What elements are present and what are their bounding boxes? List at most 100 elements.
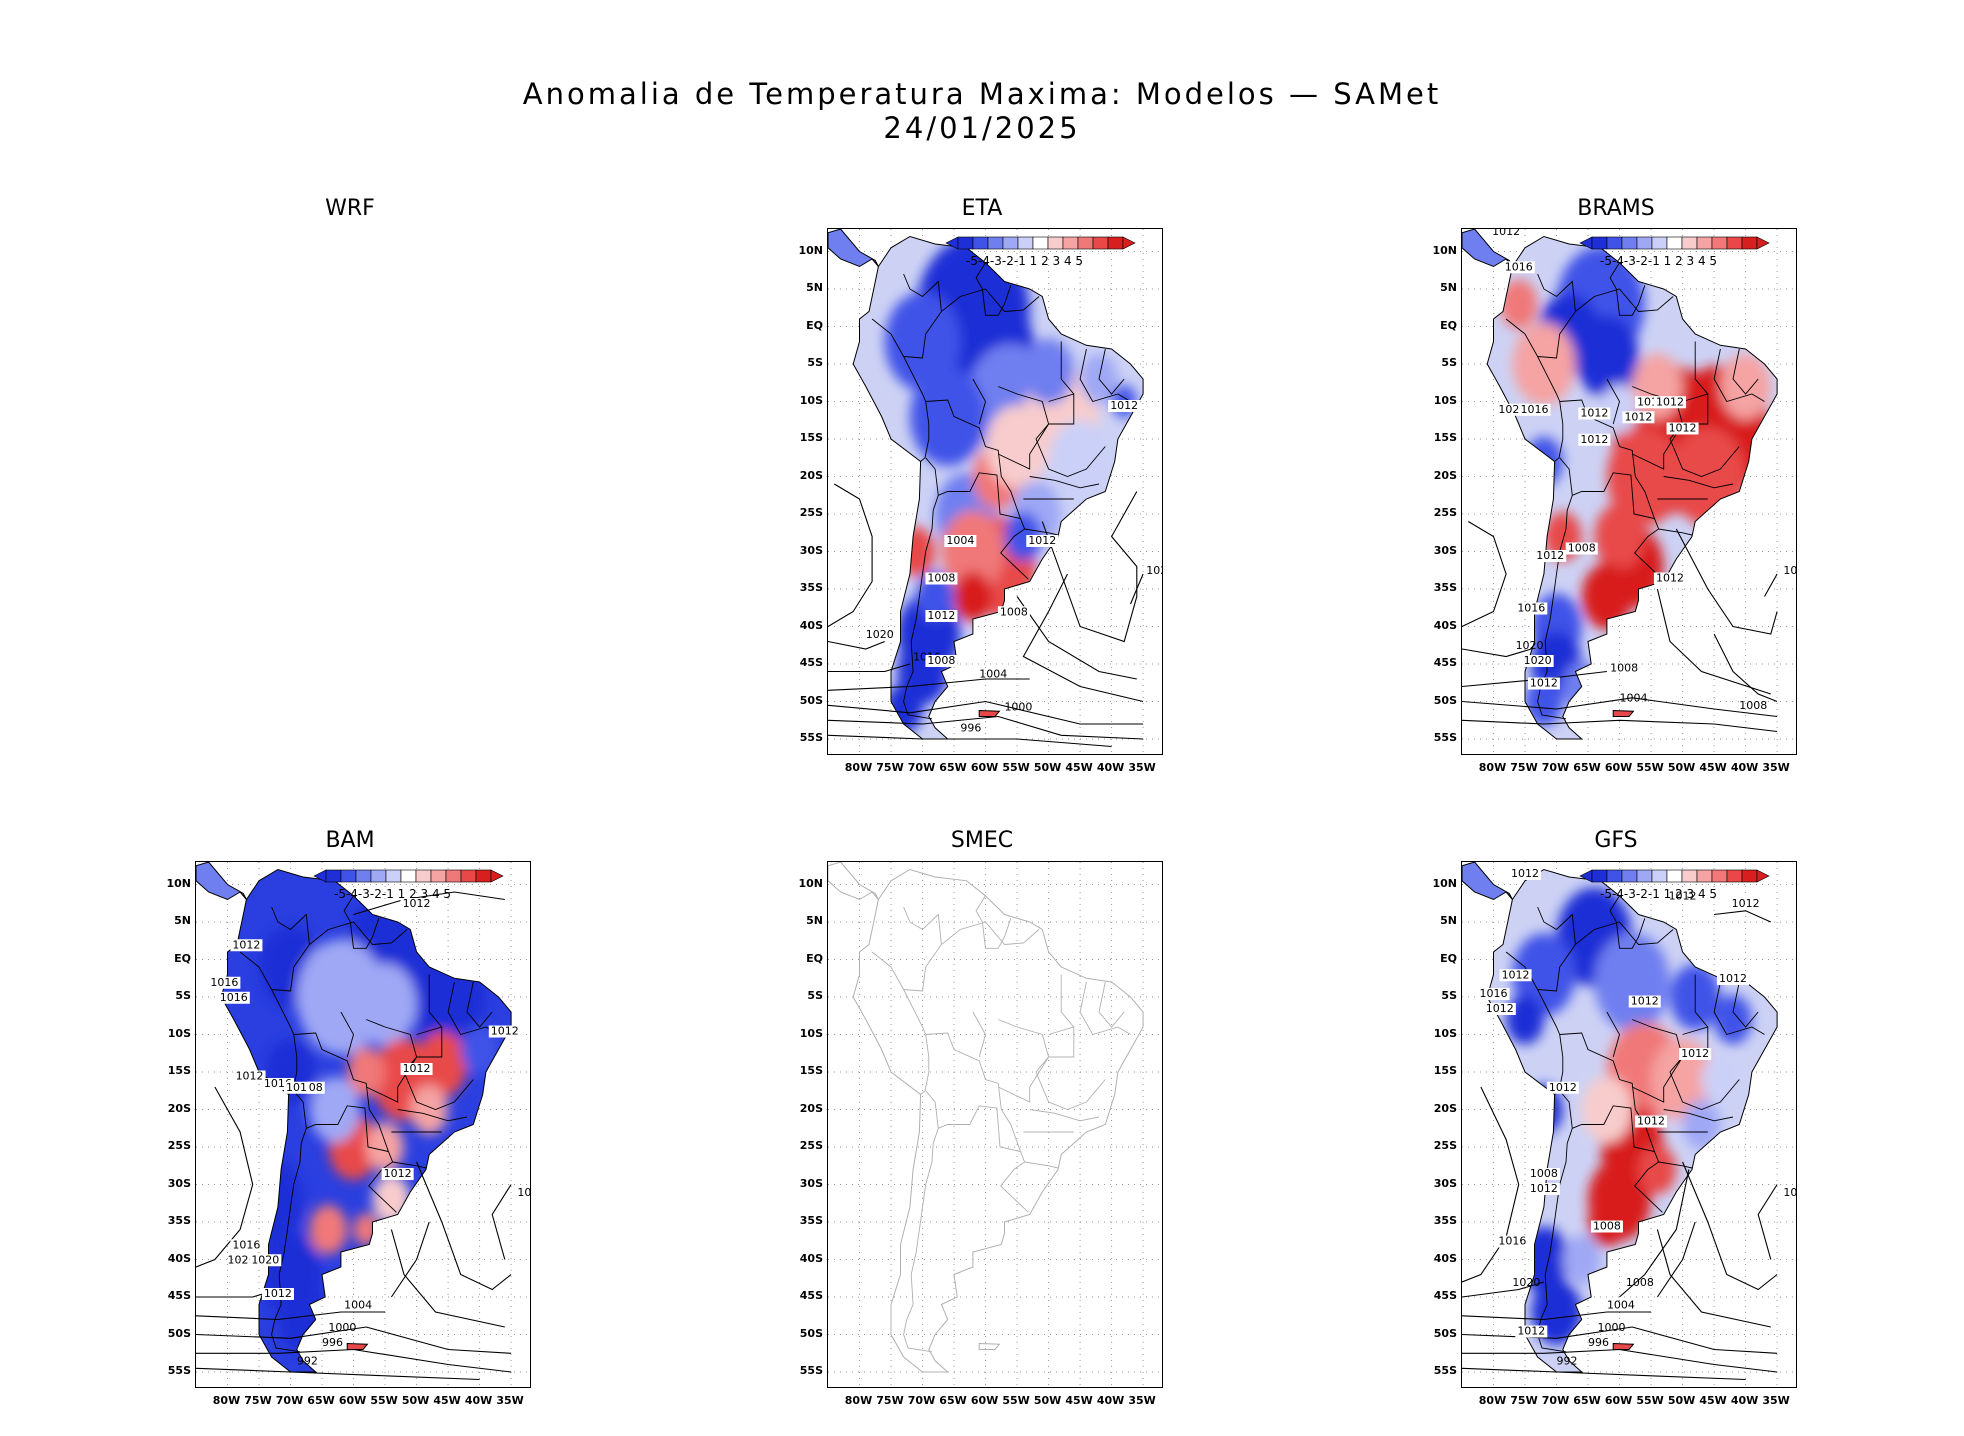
isobar-line	[828, 640, 885, 650]
isobar-label: 1012	[491, 1025, 519, 1038]
isobar-label: 1020	[1783, 1186, 1796, 1199]
isobar-line	[1462, 1281, 1545, 1298]
anomaly-patch	[353, 963, 417, 1046]
colorbar-labels: -5-4-3-2-1 1 2 3 4 5	[334, 887, 451, 901]
colorbar-swatch	[1047, 236, 1064, 250]
political-border	[938, 472, 1021, 519]
political-border	[1035, 1026, 1106, 1110]
isobar-line	[1757, 1184, 1778, 1260]
lat-tick-label: 10S	[167, 1026, 191, 1040]
lat-tick-label: 40S	[1433, 618, 1457, 632]
isobar-label: 1004	[1620, 692, 1648, 705]
isobar-label: 1012	[236, 1070, 264, 1083]
political-border	[903, 288, 1040, 359]
anomaly-patch	[1575, 315, 1639, 398]
colorbar-swatch	[1636, 236, 1653, 250]
colorbar-swatch	[1092, 236, 1109, 250]
isobar-label: 1012	[1110, 399, 1138, 412]
coastline	[196, 862, 247, 901]
isobar-label: 1016	[210, 976, 238, 989]
lon-tick-label: 70W	[907, 1394, 936, 1407]
isobar-line	[353, 891, 505, 916]
lon-tick-label: 70W	[275, 1394, 304, 1407]
colorbar-swatch	[1711, 869, 1728, 883]
lat-tick-label: EQ	[806, 951, 823, 965]
lat-tick-label: 25S	[1433, 1139, 1457, 1152]
panel-title-wrf: WRF	[325, 196, 375, 221]
isobar-line	[196, 1367, 480, 1381]
lat-tick-label: 5N	[1440, 281, 1457, 294]
anomaly-patch	[1048, 420, 1112, 503]
isobar-label: 102	[1146, 564, 1162, 577]
lat-tick-label: 30S	[167, 1176, 191, 1190]
isobar-line	[1714, 910, 1772, 923]
isobar-line	[491, 1184, 512, 1260]
isobar-label: 1012	[1732, 897, 1760, 910]
isobar-label: 996	[960, 722, 981, 735]
lat-tick-label: 5N	[174, 914, 191, 927]
political-border	[340, 1011, 354, 1058]
anomaly-patch	[265, 1039, 316, 1105]
isobar-line	[1462, 1348, 1778, 1373]
colorbar-swatch	[385, 869, 402, 883]
political-border	[1537, 906, 1576, 945]
lat-tick-label: 50S	[799, 693, 823, 707]
lon-tick-label: 60W	[1604, 1394, 1633, 1407]
colorbar-swatch	[430, 869, 447, 883]
isobar-label: 1016	[220, 991, 248, 1004]
lat-tick-label: 35S	[799, 1214, 823, 1227]
colorbar-swatch	[475, 869, 492, 883]
isobar-label: 1004	[979, 668, 1007, 681]
coastline	[1486, 868, 1778, 1373]
political-border	[1658, 528, 1693, 536]
isobar-line	[828, 700, 1144, 725]
lon-tick-label: 40W	[1096, 1394, 1125, 1407]
isobar-label: 1012	[1669, 422, 1697, 435]
lon-tick-label: 60W	[1604, 761, 1633, 774]
isobar-label: 1012	[1492, 229, 1520, 238]
lon-tick-label: 60W	[338, 1394, 367, 1407]
anomaly-patch	[884, 684, 923, 734]
lon-tick-label: 75W	[1510, 761, 1538, 774]
lon-tick-label: 75W	[876, 761, 904, 774]
lat-tick-label: 40S	[799, 1251, 823, 1265]
political-border	[1732, 348, 1759, 395]
lat-tick-label: 50S	[1433, 693, 1457, 707]
anomaly-patch	[366, 1122, 404, 1172]
colorbar-swatch	[1591, 869, 1608, 883]
coastline	[1462, 862, 1513, 901]
anomaly-patch	[416, 1031, 467, 1098]
political-border	[871, 951, 930, 1095]
lat-tick-label: 5S	[807, 989, 823, 1002]
isobar-line	[390, 1221, 430, 1298]
isobar-line	[1462, 697, 1778, 718]
map-canvas-gfs: 1020 1004 1000 996 992 1020 1008 1012 1012 1012 10…	[1462, 862, 1796, 1387]
coastline	[978, 1342, 1001, 1350]
lat-tick-label: 5S	[1441, 989, 1457, 1002]
lon-tick-label: 80W	[1478, 1394, 1507, 1407]
lon-tick-label: 50W	[1033, 761, 1062, 774]
colorbar-swatch	[1651, 236, 1668, 250]
lat-tick-label: 35S	[799, 581, 823, 594]
lon-tick-label: 55W	[370, 1394, 398, 1407]
political-border	[1658, 1161, 1693, 1169]
isobar-line	[1713, 633, 1778, 703]
anomaly-patch	[1714, 994, 1752, 1045]
isobar-label: 1012	[1656, 395, 1684, 408]
political-border	[1060, 974, 1075, 1028]
lat-tick-label: 10S	[799, 393, 823, 407]
isobar-label: 08	[309, 1081, 323, 1094]
lat-tick-label: 40S	[167, 1251, 191, 1265]
political-border	[871, 318, 930, 462]
map-canvas-eta: 1020101610041000996102101210041012100810…	[828, 229, 1162, 754]
lat-tick-label: 15S	[167, 1064, 191, 1077]
lat-tick-label: 45S	[799, 1289, 823, 1302]
isobar-label: 1020	[1512, 1276, 1540, 1289]
lat-tick-label: 20S	[1433, 1101, 1457, 1115]
isobar-line	[416, 1161, 512, 1291]
lat-tick-label: 50S	[799, 1326, 823, 1340]
lon-tick-label: 65W	[1573, 1394, 1601, 1407]
anomaly-patch	[410, 1084, 449, 1135]
map-canvas-brams: 1020 1008 1004 1008 102 1012 1016 1012 1012 1012 1…	[1462, 229, 1796, 754]
grid-lines	[828, 862, 1162, 1387]
